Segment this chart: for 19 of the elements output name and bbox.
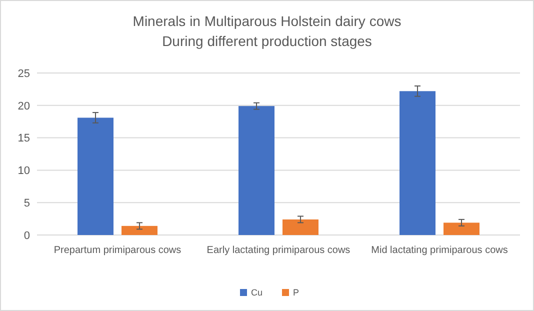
x-tick-label: Prepartum primiparous cows [54,245,182,256]
y-tick-label: 15 [18,132,30,145]
y-tick-label: 0 [24,230,30,242]
bar [444,222,480,235]
legend-label: P [293,288,300,298]
bar [78,118,114,235]
y-tick-label: 5 [24,197,30,210]
x-tick-label: Mid lactating primiparous cows [371,245,508,256]
bar [238,106,274,235]
bar [400,91,436,235]
bar [122,226,158,235]
y-tick-label: 20 [18,100,30,112]
legend-label: Cu [251,288,263,298]
y-tick-label: 25 [18,68,30,80]
y-tick-label: 10 [18,165,30,178]
chart-title: Minerals in Multiparous Holstein dairy cows [132,13,402,29]
x-tick-label: Early lactating primiparous cows [206,245,350,256]
chart-subtitle: During different production stages [162,33,372,49]
bar [282,219,318,235]
